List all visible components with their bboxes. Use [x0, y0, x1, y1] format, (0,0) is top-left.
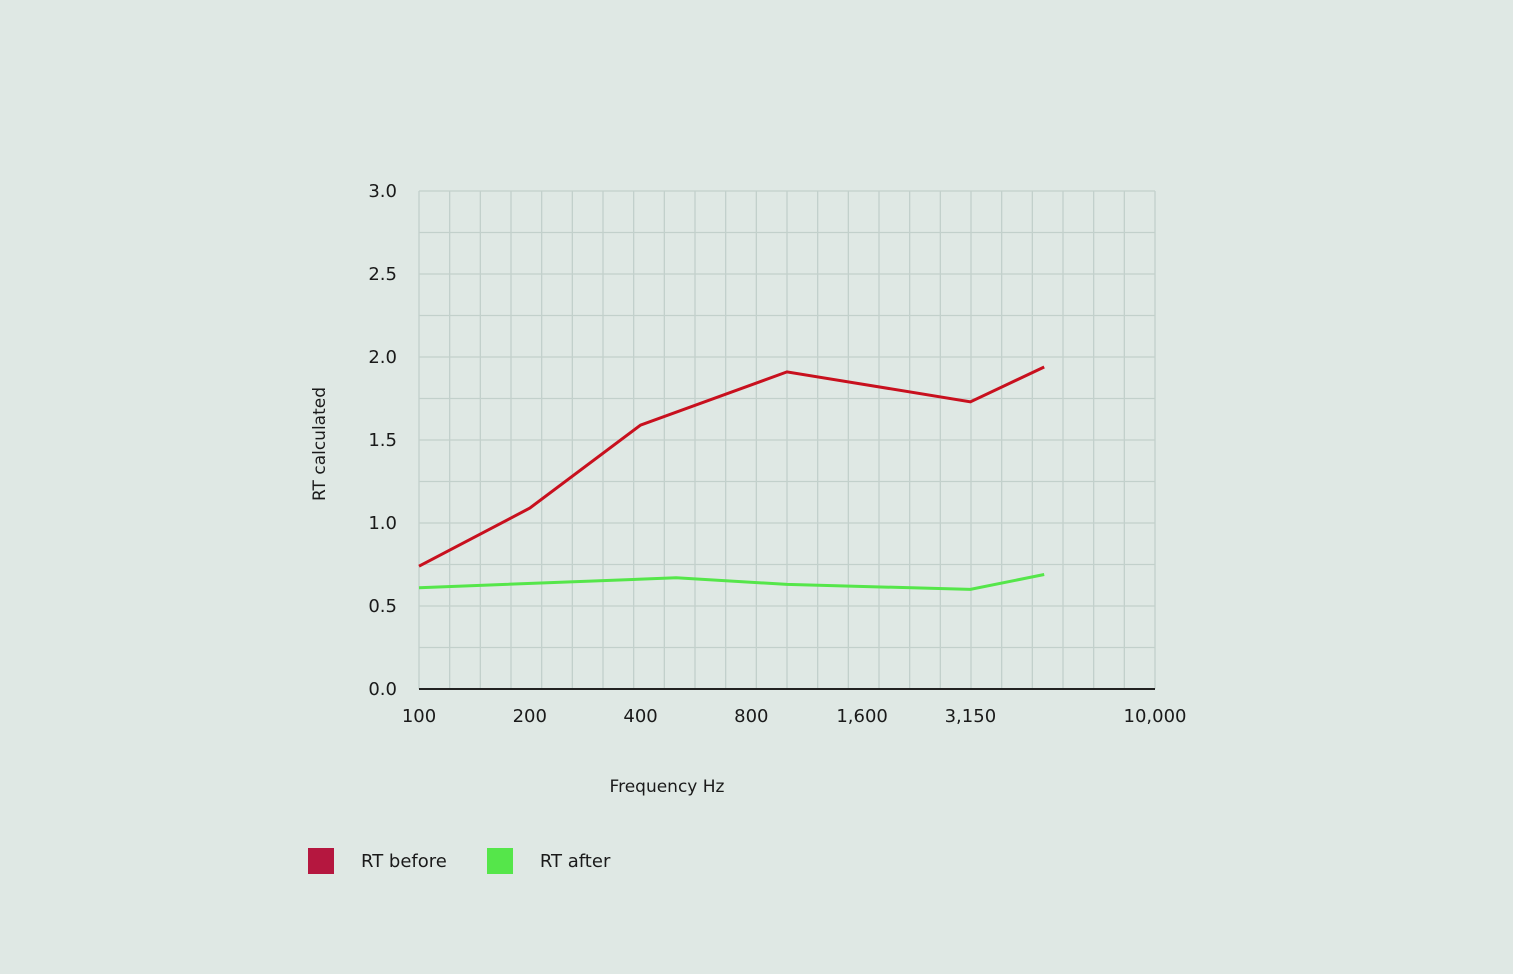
chart-grid — [418, 190, 1156, 689]
x-tick-label: 3,150 — [945, 706, 997, 727]
y-tick-label: 0.5 — [368, 596, 397, 617]
x-tick-label: 800 — [734, 706, 768, 727]
chart-series — [418, 365, 1045, 591]
x-tick-label: 1,600 — [836, 706, 888, 727]
x-tick-label: 10,000 — [1124, 706, 1187, 727]
chart-legend: RT before RT after — [308, 848, 650, 874]
x-axis-title: Frequency Hz — [610, 777, 725, 797]
x-tick-label: 100 — [402, 706, 436, 727]
series-line-rt-before — [418, 365, 1045, 568]
y-tick-label: 1.5 — [368, 430, 397, 451]
y-tick-label: 0.0 — [368, 679, 397, 700]
legend-item-rt-before: RT before — [308, 848, 447, 874]
legend-swatch-rt-after — [486, 848, 513, 874]
x-tick-label: 200 — [513, 706, 547, 727]
x-tick-label: 400 — [623, 706, 657, 727]
y-axis-title: RT calculated — [310, 387, 330, 501]
chart-tick-labels: 0.0 0.5 1.0 1.5 2.0 2.5 3.0 100 200 400 800 1,600 3,… — [368, 181, 1186, 727]
legend-swatch-rt-before — [308, 848, 334, 874]
legend-label-rt-before: RT before — [361, 850, 447, 872]
y-tick-label: 3.0 — [368, 181, 397, 202]
y-tick-label: 2.5 — [368, 264, 397, 285]
y-tick-label: 2.0 — [368, 347, 397, 368]
series-line-rt-after — [418, 573, 1045, 591]
legend-label-rt-after: RT after — [539, 850, 611, 872]
y-tick-label: 1.0 — [368, 513, 397, 534]
legend-item-rt-after: RT after — [486, 848, 611, 874]
